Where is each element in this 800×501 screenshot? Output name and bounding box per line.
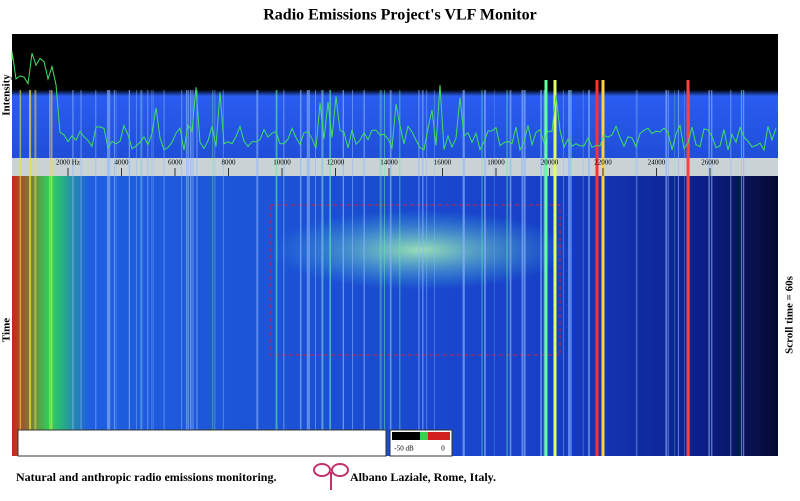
antenna-logo [313,463,349,490]
frequency-label: 24000 [648,159,666,167]
frequency-label: 8000 [222,159,237,167]
spectral-lines [11,51,777,456]
scroll-label: Scroll time = 60s [784,275,796,354]
frequency-label: 14000 [380,159,398,167]
emission-blob [270,210,570,290]
frequency-label: 18000 [487,159,505,167]
frequency-label: 26000 [701,159,719,167]
title: Radio Emissions Project's VLF Monitor [263,7,536,24]
scale-min: -50 dB [394,445,414,453]
info-box [17,429,387,457]
intensity-trace [11,51,777,152]
time-label: Time [1,318,13,342]
frequency-label: 20000 [541,159,559,167]
scale-max: 0 [441,445,445,453]
frequency-label: 4000 [115,159,130,167]
scale-segment [428,432,450,440]
marked-region [269,204,561,356]
frequency-label: 12000 [327,159,345,167]
intensity-panel [12,34,778,158]
frequency-label: 10000 [273,159,291,167]
footer-right: Albano Laziale, Rome, Italy. [350,470,496,484]
frequency-label: 22000 [594,159,612,167]
frequency-bar [12,158,778,176]
frequency-label: 6000 [168,159,183,167]
intensity-label: Intensity [1,74,13,116]
frequency-labels: 2000 Hz 4000 6000 8000 10000 12000 14000 16000 1… [56,159,719,176]
footer-left: Natural and anthropic radio emissions mo… [16,470,276,484]
scale-segment [392,432,420,440]
frequency-label: 2000 Hz [56,159,80,167]
frequency-label: 16000 [434,159,452,167]
scale-segment [420,432,428,440]
